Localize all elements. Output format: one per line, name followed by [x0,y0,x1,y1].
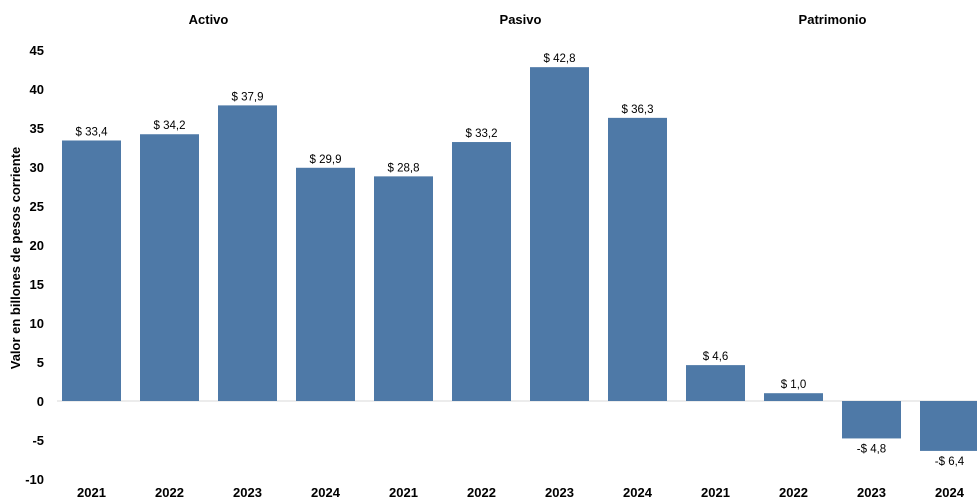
x-tick-label: 2022 [779,485,808,500]
x-tick-label: 2024 [935,485,965,500]
group-title-pasivo: Pasivo [500,12,542,27]
bar-patrimonio-2022 [764,393,823,401]
bar-pasivo-2023 [530,67,589,401]
y-tick-label: 25 [30,199,44,214]
data-label: $ 28,8 [388,162,420,174]
data-label: $ 29,9 [310,154,342,166]
data-label: $ 42,8 [544,53,576,65]
bar-activo-2022 [140,134,199,402]
y-tick-label: 45 [30,43,44,58]
data-label: $ 33,4 [76,126,109,138]
bar-patrimonio-2023 [842,401,901,439]
data-label: $ 33,2 [466,128,498,140]
y-tick-label: 5 [37,355,44,370]
y-tick-label: 10 [30,316,44,331]
x-tick-label: 2024 [623,485,653,500]
data-label: $ 4,6 [703,351,729,363]
x-tick-label: 2021 [77,485,106,500]
bar-activo-2024 [296,167,355,401]
x-axis-ticks: 2021 2022 2023 2024 2021 2022 2023 2024 2021 2022… [77,485,965,500]
bar-pasivo-2022 [452,142,511,402]
data-label: -$ 6,4 [935,456,965,468]
y-tick-label: 0 [37,394,44,409]
bar-pasivo-2024 [608,117,667,402]
x-tick-label: 2023 [857,485,886,500]
data-label: $ 37,9 [232,91,264,103]
bar-patrimonio-2024 [920,401,977,451]
x-tick-label: 2021 [389,485,418,500]
y-tick-label: -5 [32,433,44,448]
x-tick-label: 2022 [155,485,184,500]
bars [62,67,977,451]
y-axis-label: Valor en billones de pesos corriente [8,147,23,370]
x-tick-label: 2021 [701,485,730,500]
group-title-patrimonio: Patrimonio [799,12,867,27]
x-tick-label: 2023 [545,485,574,500]
bar-activo-2021 [62,140,121,402]
data-labels: $ 33,4 $ 34,2 $ 37,9 $ 29,9 $ 28,8 $ 33,2 $ 42… [76,53,965,468]
x-tick-label: 2022 [467,485,496,500]
group-titles: Activo Pasivo Patrimonio [189,12,867,27]
data-label: -$ 4,8 [857,443,886,455]
y-tick-label: 30 [30,160,44,175]
bar-patrimonio-2021 [686,365,745,401]
y-tick-label: 40 [30,82,44,97]
x-tick-label: 2023 [233,485,262,500]
group-title-activo: Activo [189,12,229,27]
y-axis-ticks: -10 -5 0 5 10 15 20 25 30 35 40 45 [25,43,44,487]
bar-activo-2023 [218,105,277,401]
data-label: $ 36,3 [622,104,654,116]
y-tick-label: 15 [30,277,44,292]
y-tick-label: 20 [30,238,44,253]
bar-pasivo-2021 [374,176,433,401]
data-label: $ 1,0 [781,379,807,391]
data-label: $ 34,2 [154,120,186,132]
x-tick-label: 2024 [311,485,341,500]
y-tick-label: -10 [25,472,44,487]
y-tick-label: 35 [30,121,44,136]
